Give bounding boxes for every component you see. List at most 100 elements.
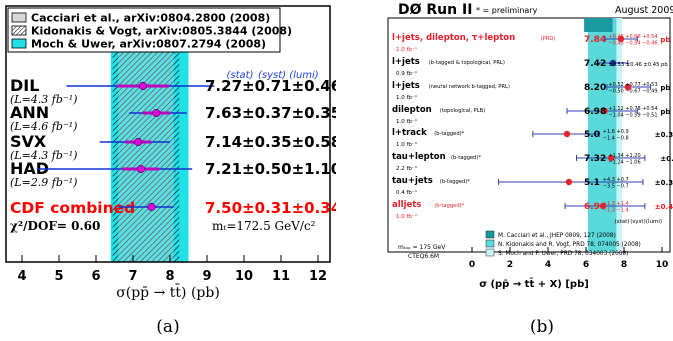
measurement-err-down: −1.04 −0.59 −0.51 (608, 113, 657, 119)
measurement-value: 6.9 (584, 202, 600, 212)
measurement-value: 7.63±0.37±0.35±0.15 (205, 104, 336, 122)
measurement-lumi: 1.0 fb⁻¹ (396, 118, 417, 125)
legend-swatch-2 (11, 25, 27, 36)
x-tick-label: 0 (469, 260, 475, 270)
measurement-value: 7.32 (584, 154, 606, 164)
measurement-label: SVX (10, 132, 47, 151)
theory-band-kidonakis (587, 18, 617, 252)
chart-subtitle: * = preliminary (476, 6, 538, 15)
x-tick-label: 6 (583, 260, 589, 270)
measurement-err-up: +1.12 +0.78 +0.54 (608, 106, 657, 112)
column-header-1: (stat) (227, 70, 254, 81)
data-point (601, 107, 608, 115)
measurement-lumi: 2.2 fb⁻¹ (396, 165, 417, 172)
combined-value: 7.50±0.31±0.34±0.15 (205, 199, 336, 217)
data-point (599, 202, 607, 210)
x-tick-label: 6 (91, 269, 100, 284)
data-point (134, 137, 143, 147)
measurement-err-down: −0.45 −0.54 −0.46 (608, 41, 657, 47)
legend-label-2: Kidonakis & Vogt, arXiv:0805.3844 (2008) (31, 25, 292, 38)
measurement-tail: pb (660, 84, 670, 92)
column-header-2: (syst) (630, 219, 645, 225)
measurement-tag: (topological, PLB) (440, 108, 485, 114)
x-tick-label: 9 (202, 269, 211, 284)
plot-frame (387, 17, 671, 253)
legend-box (7, 7, 281, 53)
combined-label: CDF combined (10, 199, 135, 217)
pdf-note: CTEQ6.6M (408, 253, 439, 260)
measurement-tail: ±0.3 pb (655, 179, 673, 187)
chart-b: DØ Run II * = preliminary August 2009 l+jet… (387, 2, 673, 337)
theory-note: mₜₒₚ = 175 GeV (398, 244, 446, 251)
measurement-tail: ±0.4 pb (655, 203, 673, 211)
measurement-err-down: −1.3 −1.4 (603, 208, 629, 214)
theory-band-cacciari (584, 18, 613, 32)
measurement-label: l+jets (392, 57, 420, 67)
data-point (138, 81, 148, 91)
legend-label-1: Cacciari et al., arXiv:0804.2800 (2008) (31, 12, 270, 25)
measurement-lumi: 1.0 fb⁻¹ (396, 213, 417, 220)
legend-label-2: N. Kidonakis and R. Vogt, PRD 78, 074005… (498, 242, 641, 248)
measurement-tag: (b-tagged)* (451, 155, 481, 161)
measurement-err-up: +4.3 +0.7 (603, 177, 629, 183)
x-tick-label: 5 (54, 269, 63, 284)
data-point (152, 108, 161, 118)
measurement-lumi: 1.0 fb⁻¹ (396, 46, 417, 53)
x-tick-label: 10 (656, 260, 669, 270)
legend-swatch-3 (485, 248, 495, 257)
measurement-label: l+jets, dilepton, τ+lepton (392, 33, 515, 43)
x-tick-label: 4 (545, 260, 551, 270)
legend-label-3: Moch & Uwer, arXiv:0807.2794 (2008) (31, 38, 266, 51)
legend-swatch-1 (11, 12, 27, 23)
measurement-lumi: 1.0 fb⁻¹ (396, 141, 417, 148)
x-tick-label: 2 (507, 260, 513, 270)
column-header-1: (stat) (615, 219, 630, 225)
x-tick-label: 11 (272, 269, 290, 284)
measurement-label: l+jets (392, 81, 420, 91)
measurement-tail: ±0.53 ±0.46 ±0.45 pb (608, 62, 668, 68)
legend-swatch-1 (485, 230, 495, 239)
data-point (624, 83, 631, 91)
measurement-label: dilepton (392, 105, 432, 115)
x-tick-label: 4 (17, 269, 26, 284)
measurement-lumi: (L=2.9 fb⁻¹) (10, 176, 77, 189)
measurement-err-up: +1.34 +1.20 (608, 153, 640, 159)
legend-label-3: S. Moch and P. Uwer, PRD 78, 034003 (200… (498, 251, 628, 257)
measurement-tail: pb (660, 36, 670, 44)
measurement-tag: (b-tagged)* (440, 179, 470, 185)
measurement-tag: (PRD) (541, 36, 556, 42)
measurement-err-down: −3.5 −0.7 (603, 184, 629, 190)
measurement-label: HAD (10, 159, 49, 178)
data-point (563, 130, 571, 138)
data-point (609, 59, 617, 67)
measurement-tail: pb (660, 108, 670, 116)
legend-swatch-2 (485, 239, 495, 248)
legend-label-1: M. Cacciari et al., JHEP 0809, 127 (2008… (498, 233, 616, 239)
panel-label-b: (b) (530, 317, 554, 337)
chart-date: August 2009 (615, 5, 673, 16)
measurement-tag: (b-tagged & topological, PRL) (429, 60, 505, 66)
measurement-label: l+track (392, 128, 427, 138)
x-tick-label: 8 (165, 269, 174, 284)
measurement-label: tau+lepton (392, 152, 446, 162)
measurement-lumi: (L=4.3 fb⁻¹) (10, 93, 77, 106)
data-point (617, 35, 625, 43)
measurement-tag: (b-tagged)* (434, 131, 464, 137)
measurement-tail: ±0.3 pb (655, 131, 673, 139)
chart-a: Cacciari et al., arXiv:0804.2800 (2008)K… (5, 5, 336, 337)
measurement-label: alljets (392, 200, 421, 210)
measurement-value: 7.84 (584, 35, 606, 45)
measurement-err-down: −1.4 −0.8 (603, 136, 629, 142)
legend-swatch-3 (11, 38, 27, 49)
measurement-err-up: +1.6 +0.9 (603, 129, 629, 135)
measurement-value: 7.27±0.71±0.46±0.42 (205, 77, 336, 95)
measurement-value: 8.20 (584, 83, 606, 93)
x-axis-label: σ(pp̄ → tt̄) (pb) (116, 283, 220, 301)
measurement-lumi: (L=4.3 fb⁻¹) (10, 149, 77, 162)
measurement-label: DIL (10, 76, 39, 95)
column-header-2: (syst) (258, 70, 286, 81)
measurement-value: 5.1 (584, 178, 600, 188)
data-point (136, 164, 145, 174)
measurement-label: tau+jets (392, 176, 433, 186)
measurement-err-down: −0.50 −0.67 −0.49 (608, 89, 657, 95)
